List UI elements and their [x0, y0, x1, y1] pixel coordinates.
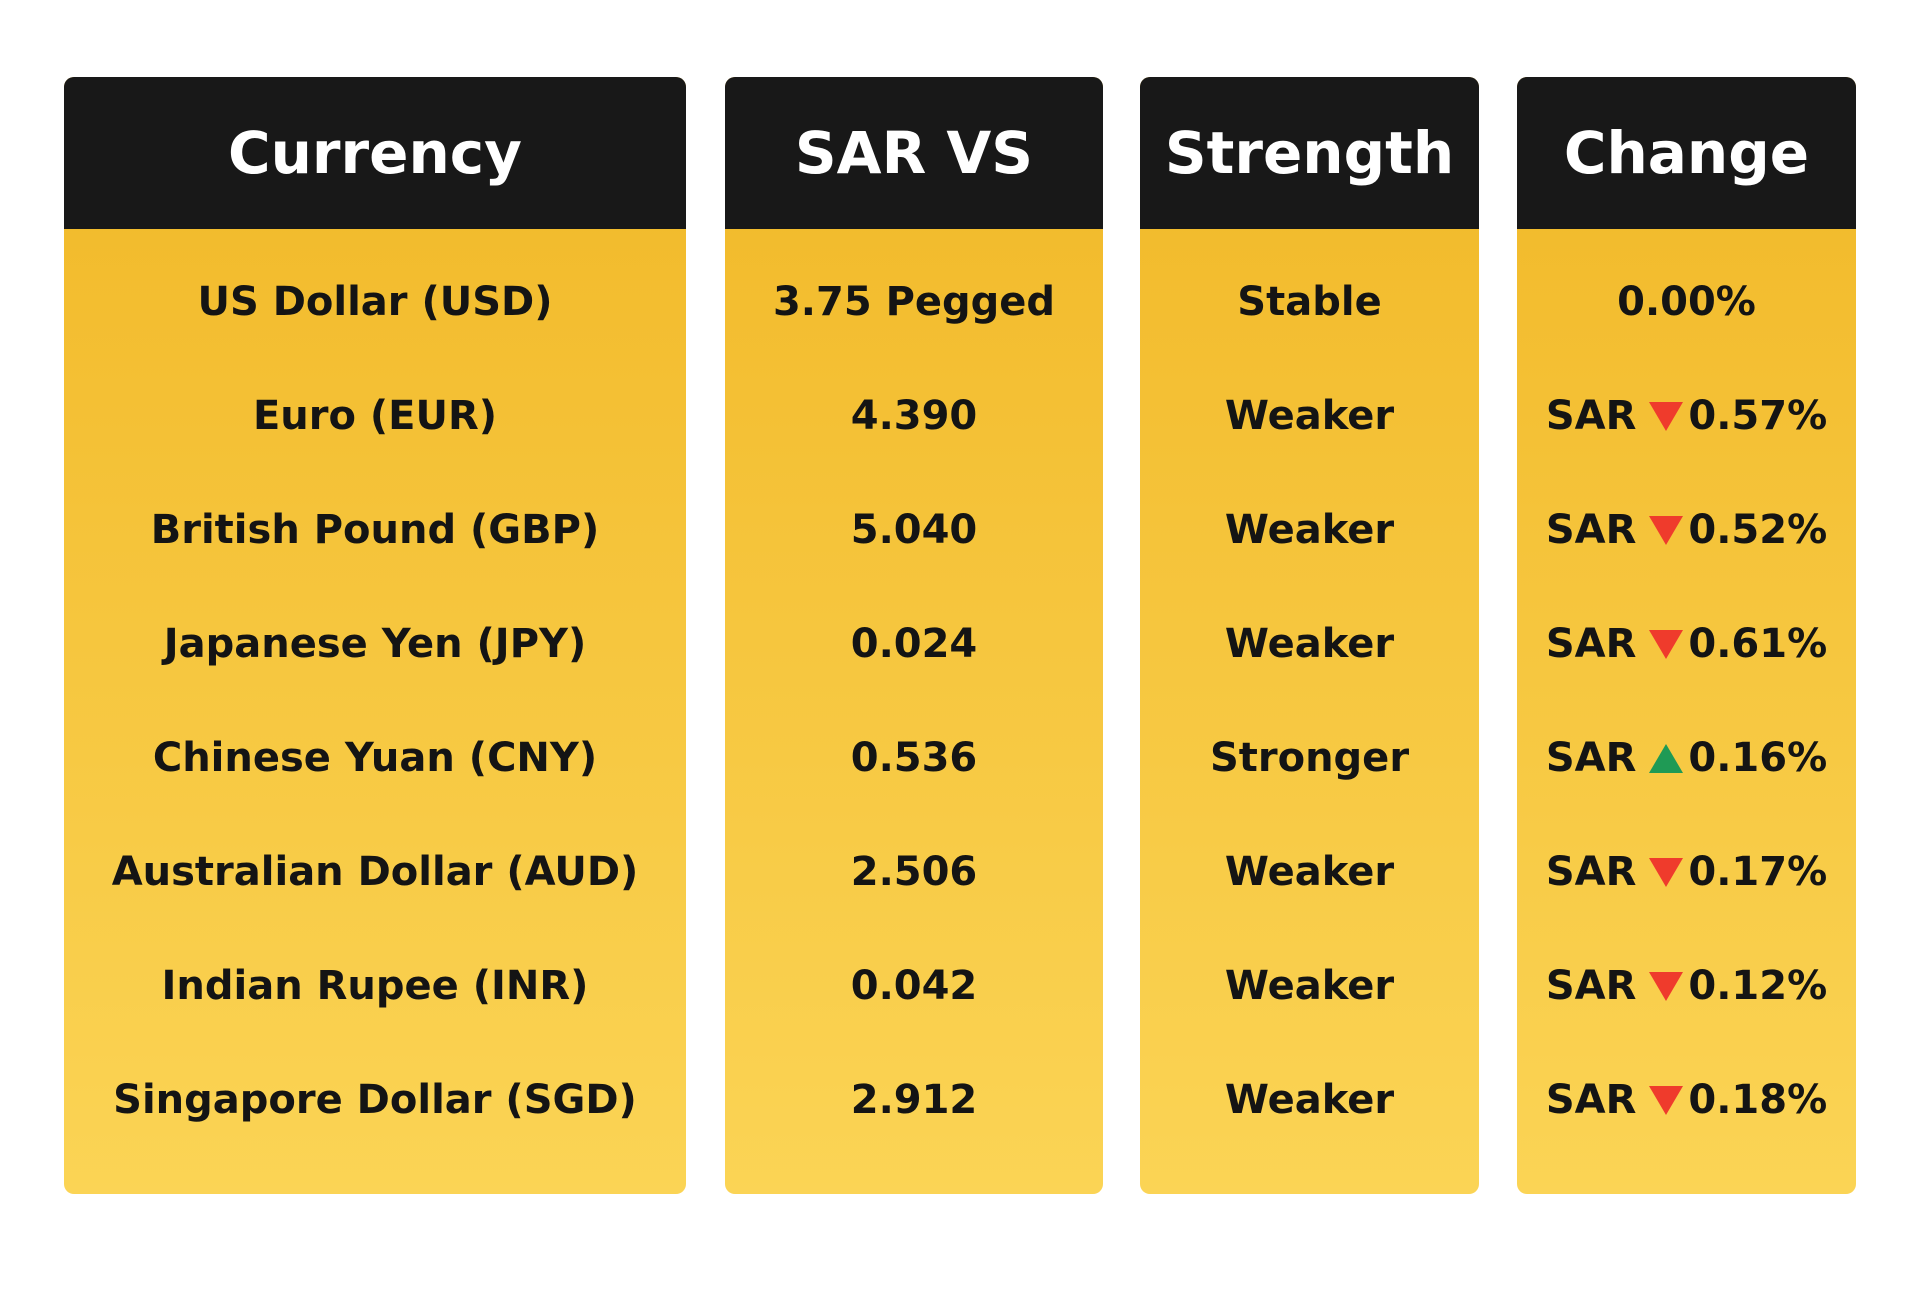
- prefix: SAR: [1545, 393, 1637, 439]
- cell: Japanese Yen (JPY): [163, 621, 587, 667]
- change-value: 0.61%: [1688, 621, 1828, 667]
- change-cell: SAR 0.52%: [1517, 500, 1856, 560]
- cell: 0.536: [850, 735, 978, 781]
- change-cell: SAR 0.61%: [1517, 614, 1856, 674]
- cell: US Dollar (USD): [197, 279, 553, 325]
- column: SAR VS 3.75 Pegged 4.390 5.040 0.024 0.536 2.5…: [725, 77, 1103, 1194]
- change-value: 0.00%: [1617, 279, 1756, 325]
- prefix: SAR: [1545, 735, 1637, 781]
- cell: Weaker: [1224, 849, 1395, 895]
- cell: 2.912: [850, 1077, 978, 1123]
- column-header: Currency: [64, 77, 686, 229]
- down-arrow: [1649, 972, 1684, 1001]
- prefix: SAR: [1545, 849, 1637, 895]
- down-arrow: [1649, 630, 1684, 659]
- change-cell: SAR 0.18%: [1517, 1070, 1856, 1130]
- down-arrow: [1649, 1086, 1684, 1115]
- column: Strength Stable Weaker Weaker Weaker Stronger…: [1140, 77, 1479, 1194]
- cell: Weaker: [1224, 963, 1395, 1009]
- change-value: 0.12%: [1688, 963, 1828, 1009]
- change-cell: SAR 0.57%: [1517, 386, 1856, 446]
- cell: Weaker: [1224, 621, 1395, 667]
- change-value: 0.16%: [1688, 735, 1828, 781]
- cell: 5.040: [850, 507, 978, 553]
- change-cell: 0.00%: [1517, 272, 1856, 332]
- cell: Singapore Dollar (SGD): [113, 1077, 637, 1123]
- cell: Australian Dollar (AUD): [111, 849, 639, 895]
- column-header: Strength: [1140, 77, 1479, 229]
- prefix: SAR: [1545, 1077, 1637, 1123]
- change-value: 0.17%: [1688, 849, 1828, 895]
- prefix: SAR: [1545, 621, 1637, 667]
- column: Change 0.00% SAR 0.57% SAR 0.52% SAR 0.61% SAR 0.…: [1517, 77, 1856, 1194]
- cell: Stable: [1237, 279, 1382, 325]
- cell: 0.024: [850, 621, 978, 667]
- cell: 0.042: [850, 963, 978, 1009]
- down-arrow: [1649, 516, 1684, 545]
- cell: Stronger: [1209, 735, 1410, 781]
- cell: British Pound (GBP): [150, 507, 600, 553]
- cell: 2.506: [850, 849, 978, 895]
- cell: Chinese Yuan (CNY): [152, 735, 598, 781]
- column-header: SAR VS: [725, 77, 1103, 229]
- cell: Euro (EUR): [252, 393, 498, 439]
- column: Currency US Dollar (USD) Euro (EUR) British…: [64, 77, 686, 1194]
- down-arrow: [1649, 858, 1684, 887]
- up-arrow: [1649, 744, 1684, 773]
- cell: Weaker: [1224, 393, 1395, 439]
- change-cell: SAR 0.16%: [1517, 728, 1856, 788]
- change-value: 0.52%: [1688, 507, 1828, 553]
- change-value: 0.18%: [1688, 1077, 1828, 1123]
- cell: Weaker: [1224, 1077, 1395, 1123]
- change-cell: SAR 0.17%: [1517, 842, 1856, 902]
- cell: Indian Rupee (INR): [161, 963, 589, 1009]
- cell: 4.390: [850, 393, 978, 439]
- cell: 3.75 Pegged: [772, 279, 1056, 325]
- cell: Weaker: [1224, 507, 1395, 553]
- down-arrow: [1649, 402, 1684, 431]
- change-cell: SAR 0.12%: [1517, 956, 1856, 1016]
- column-header: Change: [1517, 77, 1856, 229]
- prefix: SAR: [1545, 963, 1637, 1009]
- change-value: 0.57%: [1688, 393, 1828, 439]
- prefix: SAR: [1545, 507, 1637, 553]
